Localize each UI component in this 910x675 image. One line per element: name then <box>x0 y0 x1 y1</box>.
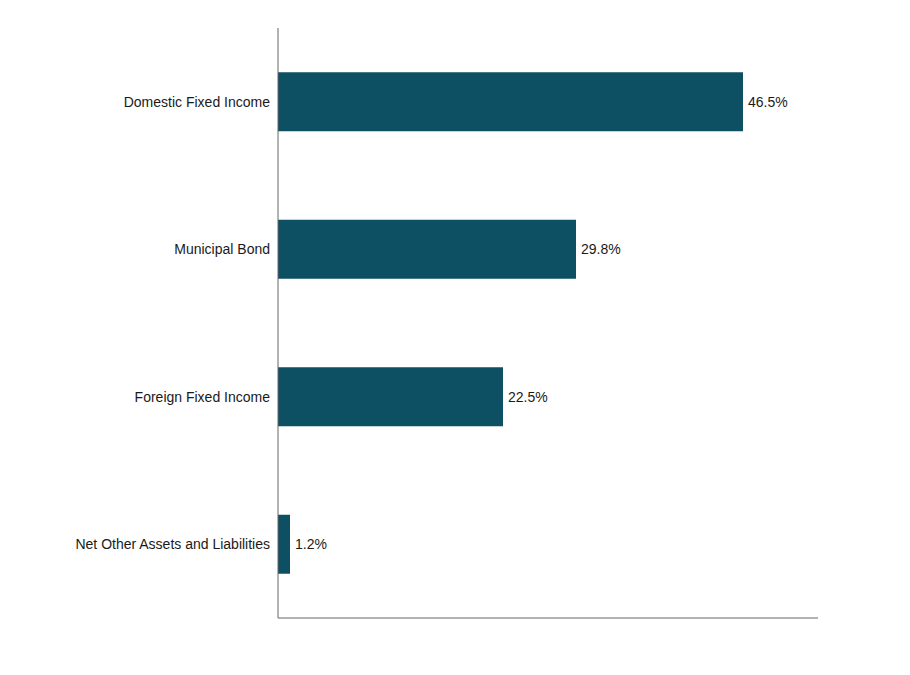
svg-text:22.5%: 22.5% <box>508 389 548 405</box>
svg-text:1.2%: 1.2% <box>295 536 327 552</box>
svg-text:Domestic Fixed Income: Domestic Fixed Income <box>124 94 270 110</box>
svg-text:Municipal Bond: Municipal Bond <box>174 241 270 257</box>
svg-text:29.8%: 29.8% <box>581 241 621 257</box>
svg-text:Foreign Fixed Income: Foreign Fixed Income <box>135 389 271 405</box>
svg-text:Net Other Assets and Liabiliti: Net Other Assets and Liabilities <box>75 536 270 552</box>
svg-text:46.5%: 46.5% <box>748 94 788 110</box>
